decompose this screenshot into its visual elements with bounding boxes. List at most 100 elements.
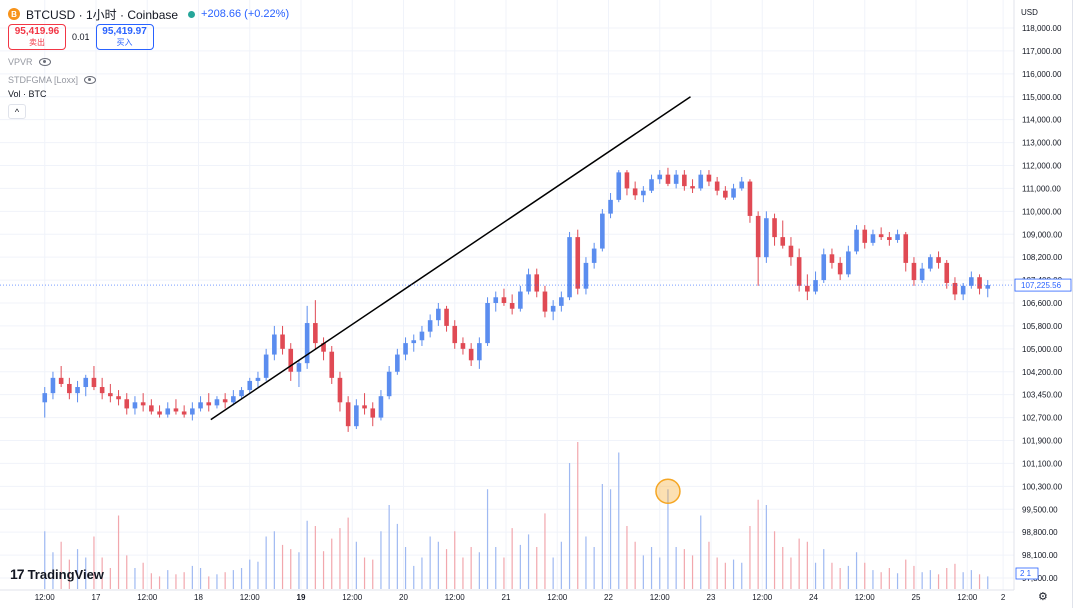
trendline-layer[interactable] [210,96,691,421]
candle-body [181,411,187,415]
candle-body [911,262,917,281]
candle [977,274,982,295]
bitcoin-icon: B [8,8,20,20]
candle [559,291,564,312]
volume-bar [765,505,767,589]
volume-bar [626,526,628,589]
volume-bar [749,526,751,589]
candle-body [354,405,359,427]
candle [468,343,474,367]
candle [919,262,925,283]
candle [124,393,130,415]
volume-bar [76,549,79,589]
time-tick-label: 12:00 [445,593,466,602]
candle-body [870,234,876,243]
candle-body [190,408,195,415]
candle [952,277,958,301]
candle [624,170,630,196]
candle-body [378,396,384,418]
currency-label[interactable]: USD [1021,8,1038,17]
candle-body [247,380,253,391]
price-tick-label: 98,800.00 [1022,528,1058,537]
indicator-vpvr[interactable]: VPVR [8,56,289,68]
volume-bar [322,551,325,589]
candle-body [288,348,294,372]
volume-bar [790,557,792,589]
volume-indicator-label[interactable]: Vol · BTC [8,89,47,99]
candle [157,405,162,418]
volume-bar [593,547,595,589]
gear-icon[interactable]: ⚙ [1038,591,1048,603]
eye-icon[interactable] [38,58,51,66]
volume-bar [249,559,251,589]
price-axis-bg[interactable] [1014,0,1072,590]
volume-bar [216,574,218,589]
volume-bar [970,570,972,589]
volume-bar [913,565,915,589]
symbol-title[interactable]: BTCUSD · 1小时 · Coinbase [26,7,179,22]
candle [690,179,695,193]
candle-body [895,234,900,240]
trendline[interactable] [210,96,691,421]
time-axis-bg[interactable] [0,590,1080,608]
candle-body [878,234,884,238]
eye-icon[interactable] [84,76,97,84]
candle-body [231,396,236,403]
price-axis[interactable]: 118,000.00 117,000.00 116,000.00 115,000.00… [1022,24,1063,583]
candle-body [42,393,48,403]
volume-bar [413,565,415,589]
price-tick-label: 99,500.00 [1022,505,1058,514]
grid [0,0,1014,590]
candle-body [239,390,244,397]
candle [985,280,991,298]
candle-body [370,408,376,418]
candle [222,393,228,409]
volume-bar [470,547,472,589]
buy-button[interactable]: 95,419.97 买入 [95,24,154,50]
candle-body [67,383,72,394]
candles [42,167,991,432]
candle-body [665,174,671,184]
candle [427,314,433,338]
volume-bar [486,489,489,589]
candle-body [362,405,367,409]
volume-bar [298,552,300,589]
candle [903,231,909,272]
tradingview-logo[interactable]: 17 TradingView [10,566,104,582]
volume-bar [363,557,366,589]
candle-body [419,331,425,341]
volume-bar [831,562,833,589]
candle [567,231,572,301]
volume-bar [109,568,111,589]
candle-body [550,305,556,312]
candle-body [960,285,966,295]
buy-label: 买入 [116,38,133,47]
volume-bar [536,547,538,589]
time-axis[interactable]: 12:00 17 12:00 18 12:00 19 12:00 20 12:00 21 12:00… [35,593,1006,602]
candle-body [149,405,154,412]
candle [116,390,121,406]
symbol-row[interactable]: B BTCUSD · 1小时 · Coinbase +208.66 (+0.22… [8,6,289,22]
volume-bar [126,555,128,589]
candle-body [165,408,171,415]
candle-body [788,245,794,258]
sell-button[interactable]: 95,419.96 卖出 [8,24,66,50]
candle [190,402,195,421]
candle-body [411,340,417,344]
time-tick-label: 17 [92,593,101,602]
candle [288,343,294,381]
time-tick-label: 12:00 [137,593,158,602]
candle [755,211,761,286]
volume-bar [355,541,357,589]
volume-bar [814,562,817,589]
volume-bar [380,531,382,589]
candle [411,334,417,352]
indicator-stdfgma[interactable]: STDFGMA [Loxx] [8,74,289,86]
candle-body [157,411,162,415]
volume-bar [667,489,669,589]
collapse-legend-button[interactable]: ^ [8,104,26,119]
current-price-tag: 107,225.56 2 1 [0,278,1072,580]
price-tick-label: 106,600.00 [1022,299,1063,308]
